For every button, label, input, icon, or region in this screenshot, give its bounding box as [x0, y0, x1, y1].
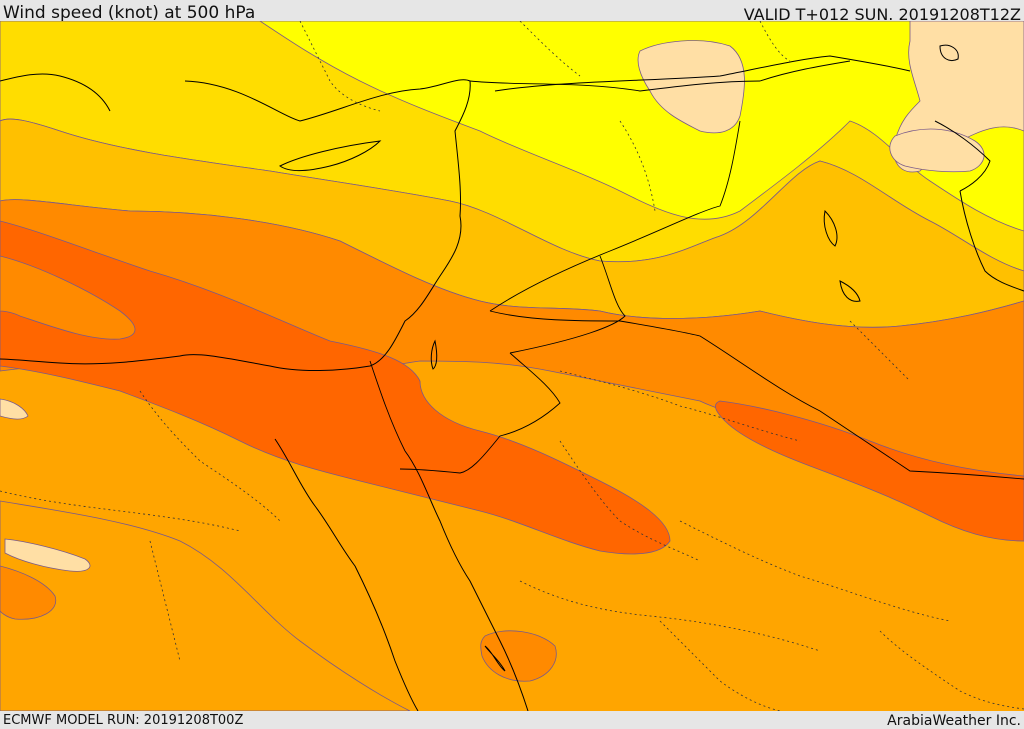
- band-deep-orange-west: [0, 220, 671, 555]
- band-lightest-se-north: [889, 128, 985, 173]
- band-orange-sw-patch: [0, 565, 57, 620]
- model-run-label: ECMWF MODEL RUN: 20191208T00Z: [3, 713, 244, 728]
- band-orange-red-sea: [480, 630, 557, 682]
- map-title: Wind speed (knot) at 500 hPa: [3, 3, 256, 23]
- wind-speed-map: [0, 21, 1024, 711]
- credit-label: ArabiaWeather Inc.: [887, 713, 1021, 729]
- band-deep-orange-west-inner: [0, 255, 136, 340]
- internal-borders: [0, 21, 1024, 711]
- map-area: [0, 21, 1024, 711]
- band-bright-yellow: [259, 21, 1024, 232]
- borders: [369, 60, 1024, 480]
- band-deep-orange-east: [715, 400, 1024, 542]
- band-lightest-north: [637, 40, 745, 134]
- band-lightest-west: [4, 538, 91, 572]
- coastlines: [0, 44, 1024, 711]
- valid-time-label: VALID T+012 SUN. 20191208T12Z: [743, 5, 1021, 24]
- band-lightest-cape: [0, 398, 29, 420]
- band-amber-south: [0, 500, 411, 711]
